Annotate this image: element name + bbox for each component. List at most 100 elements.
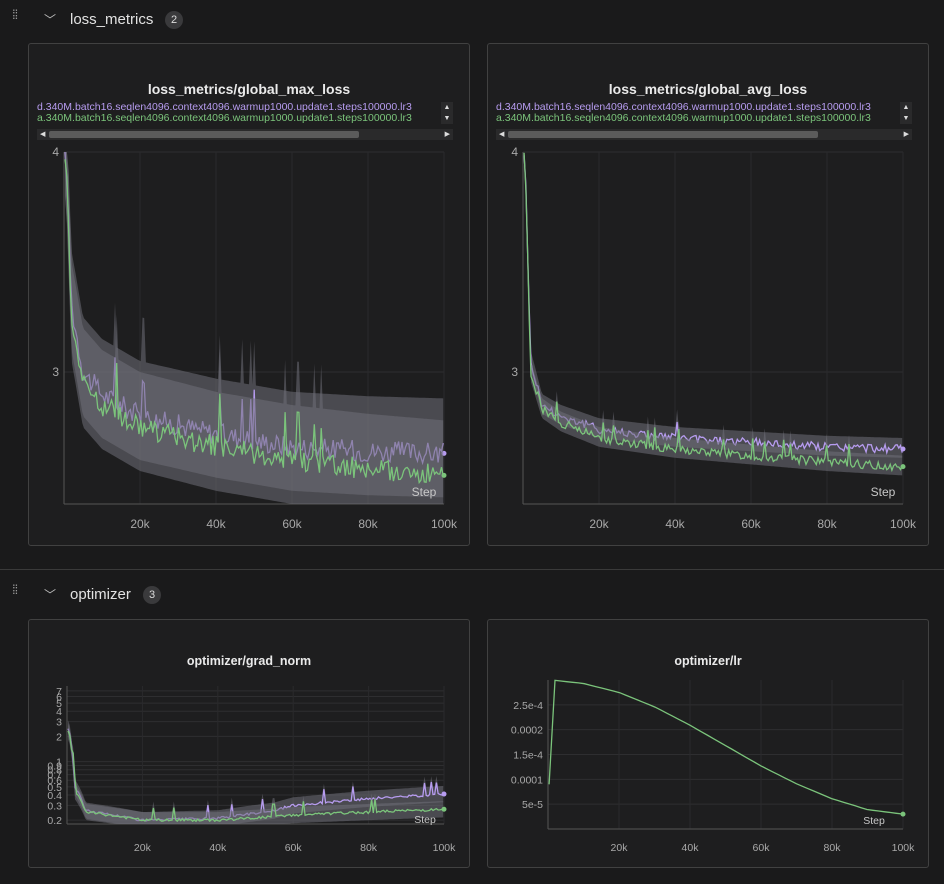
x-tick-label: 40k xyxy=(209,842,227,854)
y-tick-label: 0.4 xyxy=(47,790,62,802)
y-tick-label: 5e-5 xyxy=(522,799,543,811)
x-tick-label: 80k xyxy=(358,517,378,531)
series-range-band xyxy=(524,152,903,476)
scroll-left-icon[interactable]: ◀ xyxy=(40,131,46,138)
x-tick-label: 20k xyxy=(134,842,152,854)
series-end-point xyxy=(441,791,447,797)
legend-entry[interactable]: a.340M.batch16.seqlen4096.context4096.wa… xyxy=(496,113,871,124)
series-line xyxy=(523,152,903,473)
y-tick-label: 0.9 xyxy=(47,760,62,772)
legend-scroll-arrows-icon[interactable]: ▲ ▼ xyxy=(900,102,912,124)
scroll-left-icon[interactable]: ◀ xyxy=(499,131,505,138)
y-tick-label: 4 xyxy=(52,145,59,159)
x-tick-label: 40k xyxy=(206,517,226,531)
y-tick-label: 1.5e-4 xyxy=(513,750,543,762)
x-tick-label: 60k xyxy=(282,517,302,531)
chevron-down-icon[interactable]: ﹀ xyxy=(44,13,57,27)
scrollbar-thumb[interactable] xyxy=(49,131,359,138)
series-line xyxy=(67,730,444,823)
drag-handle-icon[interactable]: ⁞⁞ xyxy=(12,582,18,597)
y-tick-label: 0.0002 xyxy=(511,725,543,737)
scrollbar-thumb[interactable] xyxy=(508,131,818,138)
y-tick-label: 7 xyxy=(56,686,62,698)
panel-title: loss_metrics/global_avg_loss xyxy=(608,81,808,97)
y-tick-label: 3 xyxy=(511,365,518,379)
panel-title: optimizer/lr xyxy=(674,654,742,668)
series-range-band xyxy=(68,723,444,824)
panel-lr[interactable]: optimizer/lr 5e-5 0.0001 1.5e-4 0.0002 2.5e-… xyxy=(487,619,929,868)
y-tick-label: 0.3 xyxy=(47,800,62,812)
x-tick-label: 20k xyxy=(130,517,150,531)
panel-grad-norm[interactable]: optimizer/grad_norm 0.2 0.3 0.4 0.5 0.6 0.7 0.… xyxy=(28,619,470,868)
y-tick-label: 1 xyxy=(56,757,62,769)
chart-global-max-loss[interactable]: 3 4 20k 40k 60k 80k 100k Step xyxy=(29,44,469,545)
chart-global-avg-loss[interactable]: 3 4 20k 40k 60k 80k 100k Step xyxy=(488,44,928,545)
series-end-point xyxy=(900,811,906,817)
legend-entry[interactable]: d.340M.batch16.seqlen4096.context4096.wa… xyxy=(496,102,871,113)
legend-entry[interactable]: d.340M.batch16.seqlen4096.context4096.wa… xyxy=(37,102,412,113)
x-tick-label: 20k xyxy=(611,842,629,854)
section-title[interactable]: loss_metrics xyxy=(70,11,154,28)
y-tick-label: 4 xyxy=(56,706,62,718)
chevron-down-icon[interactable]: ﹀ xyxy=(44,588,57,602)
y-tick-label: 0.2 xyxy=(47,815,62,827)
panel-global-max-loss[interactable]: loss_metrics/global_max_loss d.340M.batc… xyxy=(28,43,470,546)
y-tick-label: 0.7 xyxy=(47,770,62,782)
scroll-right-icon[interactable]: ▶ xyxy=(903,131,909,138)
series-line xyxy=(523,155,903,456)
y-tick-label: 6 xyxy=(56,691,62,703)
x-tick-label: 40k xyxy=(665,517,685,531)
legend-horizontal-scrollbar[interactable]: ◀ ▶ xyxy=(37,129,453,140)
series-end-point xyxy=(900,464,906,470)
legend-scroll-arrows-icon[interactable]: ▲ ▼ xyxy=(441,102,453,124)
panel-title: loss_metrics/global_max_loss xyxy=(147,81,351,97)
x-tick-label: 20k xyxy=(589,517,609,531)
y-tick-label: 2.5e-4 xyxy=(513,700,543,712)
panel-title: optimizer/grad_norm xyxy=(186,654,312,668)
step-label: Step xyxy=(414,814,436,826)
series-range-band xyxy=(65,152,444,504)
section-header-loss-metrics[interactable]: ⁞⁞ ﹀ loss_metrics 2 xyxy=(0,2,944,38)
y-tick-label: 4 xyxy=(511,145,518,159)
x-tick-label: 80k xyxy=(817,517,837,531)
y-tick-label: 0.5 xyxy=(47,782,62,794)
x-tick-label: 60k xyxy=(285,842,303,854)
y-tick-label: 0.0001 xyxy=(511,774,543,786)
legend[interactable]: d.340M.batch16.seqlen4096.context4096.wa… xyxy=(496,102,912,128)
x-tick-label: 60k xyxy=(753,842,771,854)
step-label: Step xyxy=(863,815,885,827)
chart-lr[interactable]: 5e-5 0.0001 1.5e-4 0.0002 2.5e-4 20k 40k 60k 80k… xyxy=(488,620,928,867)
legend[interactable]: d.340M.batch16.seqlen4096.context4096.wa… xyxy=(37,102,453,128)
section-header-optimizer[interactable]: ⁞⁞ ﹀ optimizer 3 xyxy=(0,577,944,613)
y-tick-label: 0.6 xyxy=(47,775,62,787)
step-label: Step xyxy=(871,485,896,499)
x-tick-label: 100k xyxy=(431,517,458,531)
series-end-point xyxy=(900,446,906,452)
x-tick-label: 100k xyxy=(892,842,916,854)
legend-horizontal-scrollbar[interactable]: ◀ ▶ xyxy=(496,129,912,140)
x-tick-label: 100k xyxy=(433,842,457,854)
series-end-point xyxy=(441,472,447,478)
y-tick-label: 2 xyxy=(56,731,62,743)
panel-global-avg-loss[interactable]: loss_metrics/global_avg_loss d.340M.batc… xyxy=(487,43,929,546)
series-range-band xyxy=(524,152,903,458)
count-badge: 2 xyxy=(165,11,183,29)
x-tick-label: 80k xyxy=(824,842,842,854)
count-badge: 3 xyxy=(143,586,161,604)
series-line xyxy=(548,679,903,815)
legend-entry[interactable]: a.340M.batch16.seqlen4096.context4096.wa… xyxy=(37,113,412,124)
y-tick-label: 0.8 xyxy=(47,765,62,777)
x-tick-label: 60k xyxy=(741,517,761,531)
scroll-right-icon[interactable]: ▶ xyxy=(444,131,450,138)
y-tick-label: 5 xyxy=(56,698,62,710)
drag-handle-icon[interactable]: ⁞⁞ xyxy=(12,7,18,22)
y-tick-label: 3 xyxy=(56,717,62,729)
series-line xyxy=(64,159,444,485)
x-tick-label: 80k xyxy=(360,842,378,854)
series-end-point xyxy=(441,806,447,812)
step-label: Step xyxy=(412,485,437,499)
x-tick-label: 40k xyxy=(682,842,700,854)
section-title[interactable]: optimizer xyxy=(70,586,131,603)
series-range-band xyxy=(68,720,444,824)
